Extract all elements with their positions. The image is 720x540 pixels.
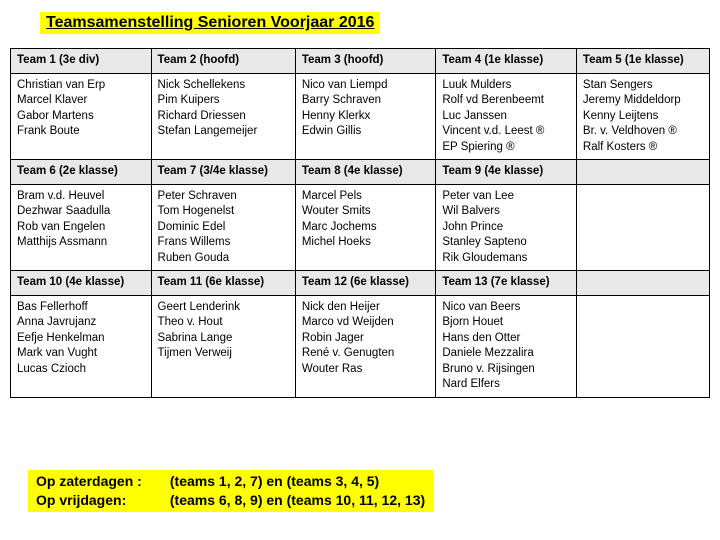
teams-table: Team 1 (3e div)Team 2 (hoofd)Team 3 (hoo… (10, 48, 710, 398)
team-members-cell: Bram v.d. HeuvelDezhwar SaadullaRob van … (11, 184, 152, 271)
team-members-cell: Christian van ErpMarcel KlaverGabor Mart… (11, 73, 152, 160)
footer-text-1: (teams 1, 2, 7) en (teams 3, 4, 5) (170, 473, 379, 489)
table-row: Bram v.d. HeuvelDezhwar SaadullaRob van … (11, 184, 710, 271)
table-row: Bas FellerhoffAnna JavrujanzEefje Henkel… (11, 295, 710, 397)
team-header-cell: Team 3 (hoofd) (295, 49, 436, 74)
team-members-cell: Luuk MuldersRolf vd BerenbeemtLuc Jansse… (436, 73, 577, 160)
team-header-cell: Team 13 (7e klasse) (436, 271, 577, 296)
team-members-cell: Bas FellerhoffAnna JavrujanzEefje Henkel… (11, 295, 152, 397)
team-header-cell: Team 11 (6e klasse) (151, 271, 295, 296)
team-header-cell: Team 5 (1e klasse) (576, 49, 709, 74)
team-members-cell (576, 184, 709, 271)
table-header-row: Team 1 (3e div)Team 2 (hoofd)Team 3 (hoo… (11, 49, 710, 74)
team-members-cell: Peter SchravenTom HogenelstDominic EdelF… (151, 184, 295, 271)
footer-text-2: (teams 6, 8, 9) en (teams 10, 11, 12, 13… (170, 492, 425, 508)
team-header-cell: Team 9 (4e klasse) (436, 160, 577, 185)
team-header-cell: Team 12 (6e klasse) (295, 271, 436, 296)
footer-label-2: Op vrijdagen: (36, 491, 166, 510)
team-members-cell: Nico van LiempdBarry SchravenHenny Klerk… (295, 73, 436, 160)
team-header-cell: Team 8 (4e klasse) (295, 160, 436, 185)
team-header-cell: Team 1 (3e div) (11, 49, 152, 74)
table-header-row: Team 6 (2e klasse)Team 7 (3/4e klasse)Te… (11, 160, 710, 185)
team-members-cell: Nico van BeersBjorn HouetHans den OtterD… (436, 295, 577, 397)
page-title: Teamsamenstelling Senioren Voorjaar 2016 (40, 12, 380, 34)
team-members-cell (576, 295, 709, 397)
team-header-cell: Team 6 (2e klasse) (11, 160, 152, 185)
team-header-cell (576, 271, 709, 296)
team-members-cell: Geert LenderinkTheo v. HoutSabrina Lange… (151, 295, 295, 397)
team-header-cell: Team 7 (3/4e klasse) (151, 160, 295, 185)
team-members-cell: Nick den HeijerMarco vd WeijdenRobin Jag… (295, 295, 436, 397)
team-header-cell (576, 160, 709, 185)
team-members-cell: Stan SengersJeremy MiddeldorpKenny Leijt… (576, 73, 709, 160)
table-header-row: Team 10 (4e klasse)Team 11 (6e klasse)Te… (11, 271, 710, 296)
team-header-cell: Team 4 (1e klasse) (436, 49, 577, 74)
team-header-cell: Team 10 (4e klasse) (11, 271, 152, 296)
team-members-cell: Marcel PelsWouter SmitsMarc JochemsMiche… (295, 184, 436, 271)
team-members-cell: Nick SchellekensPim KuipersRichard Dries… (151, 73, 295, 160)
footer-note: Op zaterdagen : (teams 1, 2, 7) en (team… (28, 470, 433, 512)
table-row: Christian van ErpMarcel KlaverGabor Mart… (11, 73, 710, 160)
footer-label-1: Op zaterdagen : (36, 472, 166, 491)
team-header-cell: Team 2 (hoofd) (151, 49, 295, 74)
team-members-cell: Peter van LeeWil BalversJohn PrinceStanl… (436, 184, 577, 271)
